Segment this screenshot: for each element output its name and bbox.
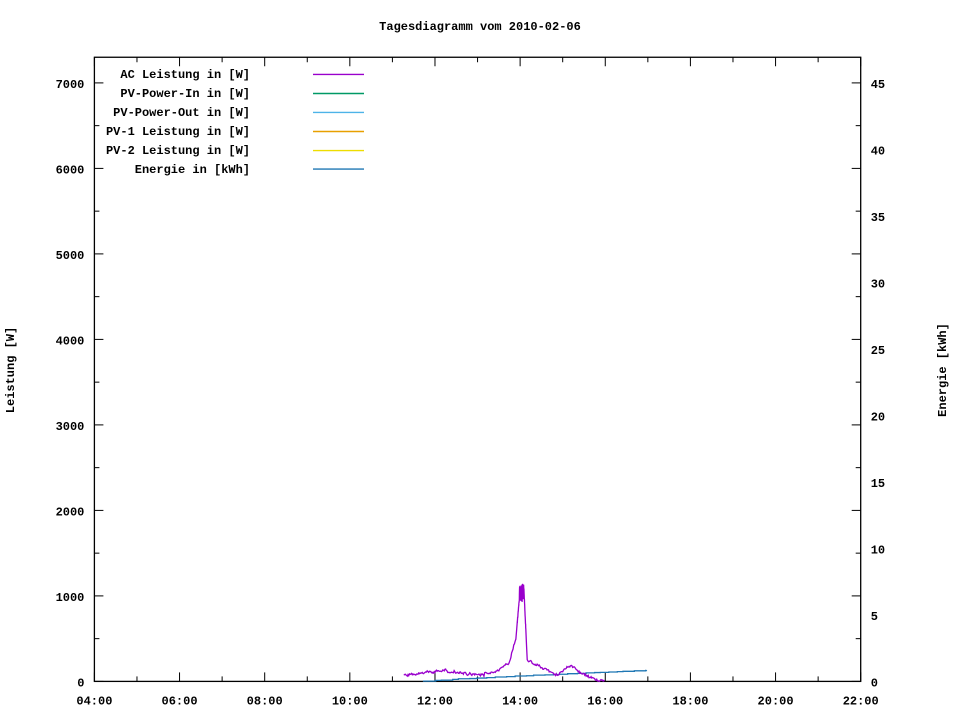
svg-text:AC Leistung in [W]: AC Leistung in [W]: [120, 68, 250, 82]
svg-text:25: 25: [871, 344, 885, 358]
svg-text:10:00: 10:00: [332, 694, 368, 708]
svg-text:4000: 4000: [56, 334, 85, 348]
svg-text:10: 10: [871, 543, 885, 557]
svg-text:20:00: 20:00: [758, 694, 794, 708]
svg-text:08:00: 08:00: [247, 694, 283, 708]
svg-text:16:00: 16:00: [587, 694, 623, 708]
svg-text:12:00: 12:00: [417, 694, 453, 708]
svg-text:Tagesdiagramm vom 2010-02-06: Tagesdiagramm vom 2010-02-06: [379, 20, 581, 34]
svg-text:3000: 3000: [56, 420, 85, 434]
svg-text:18:00: 18:00: [672, 694, 708, 708]
svg-text:14:00: 14:00: [502, 694, 538, 708]
svg-text:5000: 5000: [56, 249, 85, 263]
svg-text:PV-Power-Out in [W]: PV-Power-Out in [W]: [113, 106, 250, 120]
svg-text:40: 40: [871, 145, 885, 159]
svg-text:06:00: 06:00: [162, 694, 198, 708]
svg-text:PV-Power-In in [W]: PV-Power-In in [W]: [120, 87, 250, 101]
svg-text:5: 5: [871, 610, 878, 624]
svg-text:PV-2 Leistung in [W]: PV-2 Leistung in [W]: [106, 144, 250, 158]
svg-text:0: 0: [77, 676, 84, 690]
svg-text:Energie [kWh]: Energie [kWh]: [936, 323, 950, 417]
svg-text:1000: 1000: [56, 591, 85, 605]
svg-text:Leistung [W]: Leistung [W]: [4, 327, 18, 413]
svg-text:30: 30: [871, 278, 885, 292]
svg-text:22:00: 22:00: [843, 694, 879, 708]
svg-text:45: 45: [871, 78, 885, 92]
svg-text:04:00: 04:00: [76, 694, 112, 708]
svg-text:PV-1 Leistung in [W]: PV-1 Leistung in [W]: [106, 125, 250, 139]
svg-text:15: 15: [871, 477, 885, 491]
svg-text:Energie in [kWh]: Energie in [kWh]: [135, 163, 250, 177]
svg-text:7000: 7000: [56, 78, 85, 92]
svg-text:6000: 6000: [56, 163, 85, 177]
svg-text:20: 20: [871, 410, 885, 424]
svg-text:0: 0: [871, 676, 878, 690]
svg-text:35: 35: [871, 211, 885, 225]
svg-text:2000: 2000: [56, 505, 85, 519]
